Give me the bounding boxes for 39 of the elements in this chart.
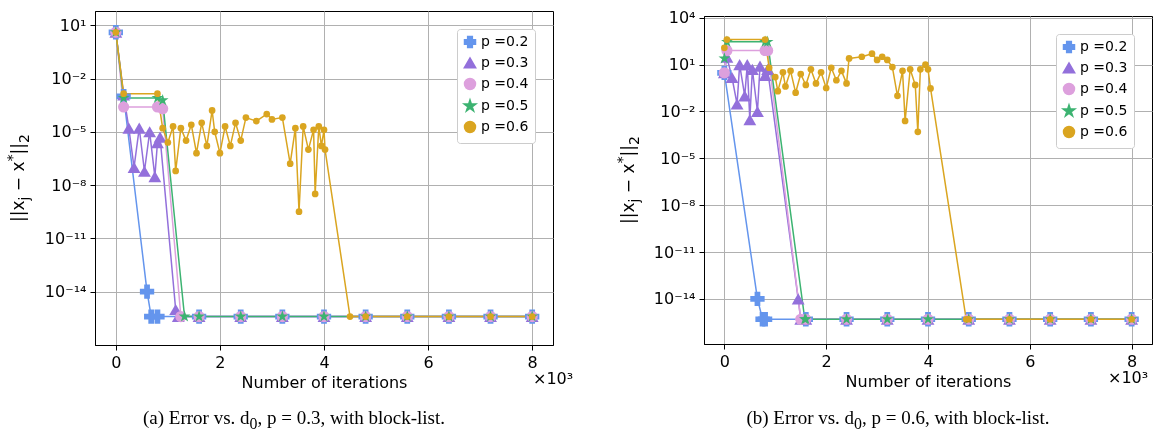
y-tick-label: 10⁻⁸ (51, 175, 87, 195)
legend-label: p =0.5 (1080, 102, 1128, 118)
y-tick-label: 10⁴ (668, 8, 696, 28)
y-tick-label: 10⁻¹⁴ (44, 282, 87, 302)
x-tick-label: 4 (923, 351, 934, 371)
legend-label: p =0.6 (481, 118, 529, 134)
legend-label: p =0.5 (481, 97, 529, 113)
y-tick-label: 10⁻¹¹ (44, 228, 87, 248)
x-tick-label: 8 (527, 352, 538, 372)
y-tick-label: 10¹ (59, 15, 87, 35)
legend-label: p =0.2 (1080, 38, 1128, 54)
y-tick-label: 10⁻⁵ (660, 148, 696, 168)
y-tick-label: 10⁻² (51, 69, 87, 88)
legend-label: p =0.4 (1080, 80, 1128, 96)
text: (b) Error vs. d$_{0}$, p = 0.6, with block-list. (746, 407, 1050, 433)
x-axis-title: Number of iterations (845, 371, 1012, 391)
legend-label: p =0.2 (481, 33, 529, 49)
x-axis-title: Number of iterations (241, 372, 408, 392)
legend-label: p =0.3 (481, 54, 529, 70)
text: ×10³ (533, 369, 574, 388)
x-tick-label: 6 (1025, 351, 1036, 371)
y-tick-label: 10⁻⁵ (51, 122, 87, 142)
legend-label: p =0.4 (481, 75, 529, 91)
y-tick-label: 10¹ (668, 55, 696, 75)
text: (a) Error vs. d$_{0}$, p = 0.3, with block-list. (142, 407, 446, 433)
text: ×10³ (1108, 368, 1149, 387)
x-tick-label: 4 (319, 352, 330, 372)
y-tick-label: 10⁻² (660, 101, 696, 121)
x-tick-label: 2 (821, 351, 832, 371)
x-tick-label: 6 (423, 352, 434, 372)
legend-label: p =0.6 (1080, 123, 1128, 139)
y-tick-label: 10⁻⁸ (660, 195, 696, 215)
x-tick-label: 2 (215, 352, 226, 372)
legend-label: p =0.3 (1080, 59, 1128, 75)
x-tick-label: 0 (719, 351, 730, 371)
x-tick-label: 0 (111, 352, 122, 372)
y-tick-label: 10⁻¹¹ (653, 242, 696, 262)
y-tick-label: 10⁻¹⁴ (653, 289, 696, 309)
x-tick-label: 8 (1127, 351, 1138, 371)
